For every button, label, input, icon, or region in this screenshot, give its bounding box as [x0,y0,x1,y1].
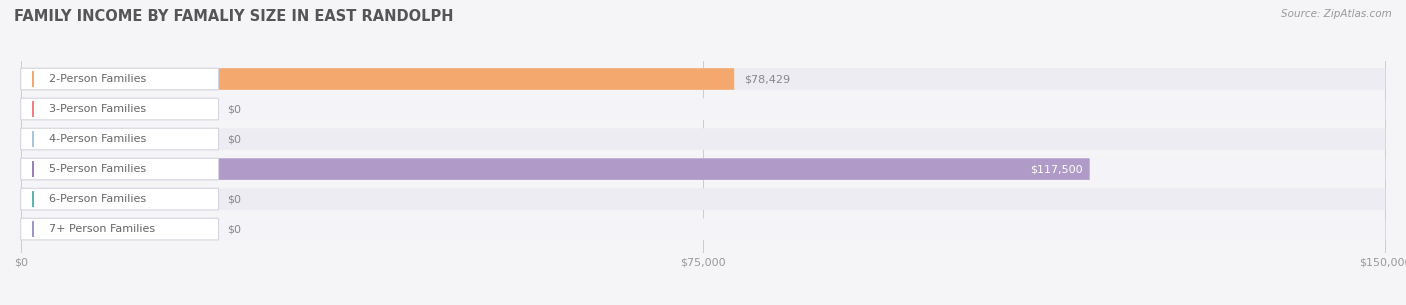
Text: Source: ZipAtlas.com: Source: ZipAtlas.com [1281,9,1392,19]
Text: $0: $0 [226,134,240,144]
FancyBboxPatch shape [21,158,218,180]
FancyBboxPatch shape [21,98,1385,120]
FancyBboxPatch shape [21,128,1385,150]
FancyBboxPatch shape [21,68,218,90]
Text: 6-Person Families: 6-Person Families [49,194,146,204]
Text: 5-Person Families: 5-Person Families [49,164,146,174]
Text: 7+ Person Families: 7+ Person Families [49,224,156,234]
Text: FAMILY INCOME BY FAMALIY SIZE IN EAST RANDOLPH: FAMILY INCOME BY FAMALIY SIZE IN EAST RA… [14,9,454,24]
FancyBboxPatch shape [21,188,218,210]
FancyBboxPatch shape [21,218,1385,240]
FancyBboxPatch shape [21,218,218,240]
FancyBboxPatch shape [21,68,734,90]
FancyBboxPatch shape [21,158,1090,180]
FancyBboxPatch shape [21,98,218,120]
Text: 4-Person Families: 4-Person Families [49,134,146,144]
Text: $117,500: $117,500 [1031,164,1083,174]
Text: $0: $0 [226,194,240,204]
FancyBboxPatch shape [21,68,1385,90]
Text: $78,429: $78,429 [744,74,790,84]
FancyBboxPatch shape [21,188,1385,210]
Text: 2-Person Families: 2-Person Families [49,74,146,84]
Text: $0: $0 [226,224,240,234]
FancyBboxPatch shape [21,128,218,150]
Text: 3-Person Families: 3-Person Families [49,104,146,114]
FancyBboxPatch shape [21,158,1385,180]
Text: $0: $0 [226,104,240,114]
